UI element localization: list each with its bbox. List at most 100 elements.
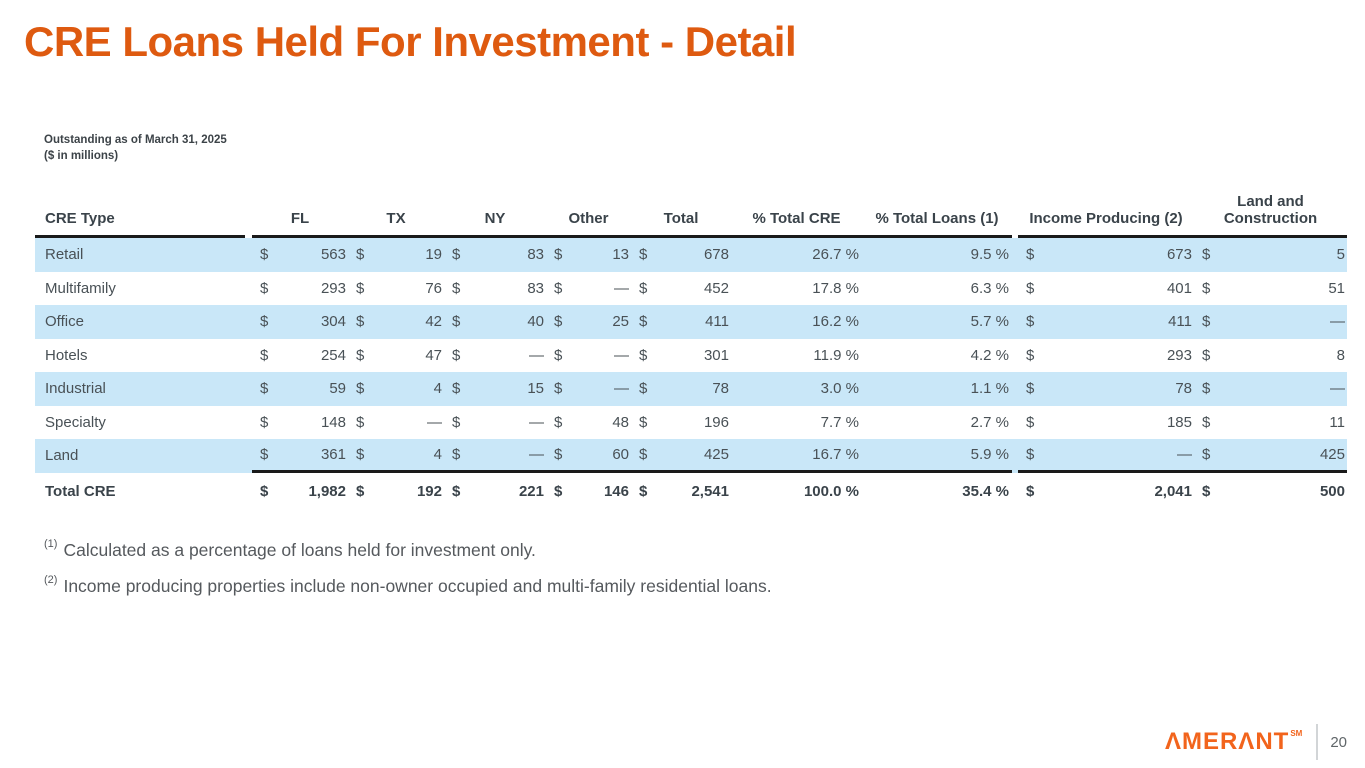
- dollar-sign: $: [639, 313, 648, 331]
- table-total-row: Total CRE $ 1,982 $ 192 $ 221 $ 146 $ 2,…: [35, 473, 1347, 511]
- cell-land-construction-value: 51: [1328, 279, 1345, 297]
- cell-total-value: 411: [705, 313, 729, 331]
- dollar-sign: $: [260, 346, 269, 364]
- dollar-sign: $: [1202, 313, 1211, 331]
- logo-sm-mark: SM: [1290, 729, 1303, 738]
- header-pct-total-cre: % Total CRE: [731, 210, 862, 238]
- cell-fl-value: 293: [320, 279, 346, 297]
- dollar-sign: $: [252, 439, 278, 473]
- table-row: Hotels $ 254 $ 47 $ — $ — $ 301 11.9 % 4…: [35, 339, 1347, 373]
- cell-pct-total-loans: 6.3 %: [970, 279, 1009, 297]
- cell-other-value: —: [614, 380, 629, 398]
- dollar-sign: $: [1026, 279, 1035, 297]
- header-total: Total: [631, 210, 731, 238]
- dollar-sign: $: [1026, 246, 1035, 264]
- cell-pct-total-cre: 11.9 %: [813, 346, 859, 364]
- cell-land-construction-value: 11: [1329, 413, 1345, 431]
- cell-tx-value: 19: [425, 246, 442, 264]
- cell-other-value: 146: [603, 483, 629, 500]
- table-row: Land $ 361 $ 4 $ — $ 60 $ 425 16.7 % 5.9…: [35, 439, 1347, 473]
- dollar-sign: $: [554, 313, 563, 331]
- dollar-sign: $: [348, 439, 382, 473]
- cell-fl-value: 1,982: [308, 483, 346, 500]
- cell-tx-value: 4: [433, 380, 442, 398]
- cell-pct-total-cre: 16.2 %: [812, 313, 859, 331]
- header-income-producing: Income Producing (2): [1018, 210, 1194, 238]
- row-label: Office: [45, 313, 84, 331]
- cell-tx-value: 47: [425, 346, 442, 364]
- cell-other-value: 48: [612, 413, 629, 431]
- dollar-sign: $: [639, 246, 648, 264]
- dollar-sign: $: [639, 279, 648, 297]
- footnote-2-text: Income producing properties include non-…: [63, 576, 772, 596]
- cre-loans-table: CRE Type FL TX NY Other Total % Total CR…: [35, 190, 1347, 511]
- cell-tx-value: 42: [425, 313, 442, 331]
- dollar-sign: $: [1026, 483, 1035, 500]
- dollar-sign: $: [1026, 313, 1035, 331]
- cell-income-producing-value: 673: [1166, 246, 1192, 264]
- cell-ny-value: 40: [527, 313, 544, 331]
- row-label: Specialty: [45, 413, 106, 431]
- dollar-sign: $: [639, 413, 648, 431]
- cell-pct-total-loans: 1.1 %: [970, 380, 1009, 398]
- header-cre-type: CRE Type: [35, 210, 245, 238]
- column-gap: [245, 272, 252, 306]
- cell-pct-total-cre: 26.7 %: [812, 246, 859, 264]
- dollar-sign: $: [554, 279, 563, 297]
- cell-pct-total-cre: 16.7 %: [731, 439, 862, 473]
- dollar-sign: $: [260, 380, 269, 398]
- header-ny: NY: [444, 210, 546, 238]
- cell-fl-value: 361: [278, 439, 348, 473]
- dollar-sign: $: [260, 413, 269, 431]
- cell-total-value: 678: [703, 246, 729, 264]
- dollar-sign: $: [356, 380, 365, 398]
- slide-footer: ΛMERΛNTSM 20: [1165, 724, 1347, 760]
- dollar-sign: $: [546, 439, 580, 473]
- footnote-2: (2) Income producing properties include n…: [44, 574, 772, 597]
- column-gap: [245, 339, 252, 373]
- column-gap: [245, 372, 252, 406]
- cell-fl-value: 563: [320, 246, 346, 264]
- header-other: Other: [546, 210, 631, 238]
- cell-total-value: 425: [665, 439, 731, 473]
- dollar-sign: $: [1202, 413, 1211, 431]
- cell-pct-total-loans: 9.5 %: [970, 246, 1009, 264]
- cell-other-value: 25: [612, 313, 629, 331]
- dollar-sign: $: [260, 313, 269, 331]
- dollar-sign: $: [452, 246, 461, 264]
- dollar-sign: $: [260, 483, 269, 500]
- cell-fl-value: 304: [320, 313, 346, 331]
- dollar-sign: $: [1026, 413, 1035, 431]
- cell-pct-total-cre: 100.0 %: [803, 483, 859, 500]
- dollar-sign: $: [1202, 279, 1211, 297]
- dollar-sign: $: [1202, 483, 1211, 500]
- cell-total-value: 301: [703, 346, 729, 364]
- header-tx: TX: [348, 210, 444, 238]
- cell-pct-total-cre: 3.0 %: [820, 380, 859, 398]
- dollar-sign: $: [356, 413, 365, 431]
- cell-tx-value: 76: [425, 279, 442, 297]
- footnote-2-marker: (2): [44, 574, 58, 586]
- cell-income-producing-value: 293: [1166, 346, 1192, 364]
- dollar-sign: $: [554, 246, 563, 264]
- cell-pct-total-loans: 2.7 %: [970, 413, 1009, 431]
- cell-pct-total-loans: 4.2 %: [970, 346, 1009, 364]
- cell-income-producing-value: 401: [1166, 279, 1192, 297]
- dollar-sign: $: [356, 279, 365, 297]
- dollar-sign: $: [356, 246, 365, 264]
- cell-ny-value: 221: [518, 483, 544, 500]
- row-label: Retail: [45, 246, 84, 264]
- dollar-sign: $: [452, 346, 461, 364]
- cell-income-producing-value: —: [1043, 439, 1194, 473]
- cell-pct-total-cre: 17.8 %: [812, 279, 859, 297]
- cell-pct-total-cre: 7.7 %: [820, 413, 859, 431]
- table-row: Retail $ 563 $ 19 $ 83 $ 13 $ 678 26.7 %…: [35, 238, 1347, 272]
- dollar-sign: $: [356, 346, 365, 364]
- cell-land-construction-value: 500: [1319, 483, 1345, 500]
- header-land-and-construction: Land and Construction: [1194, 194, 1347, 238]
- dollar-sign: $: [1194, 439, 1228, 473]
- dollar-sign: $: [639, 346, 648, 364]
- cell-land-construction-value: 425: [1228, 439, 1347, 473]
- column-gap: [245, 406, 252, 440]
